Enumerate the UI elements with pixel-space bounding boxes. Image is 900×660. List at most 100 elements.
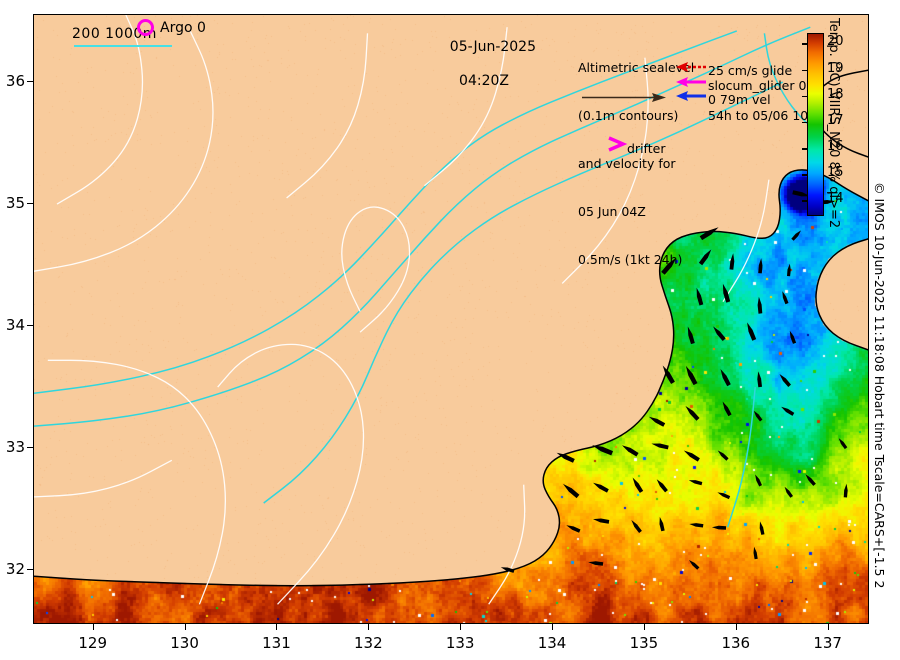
velocity-arrow <box>717 492 731 500</box>
velocity-arrow <box>722 283 731 303</box>
y-tickmark <box>27 81 33 83</box>
x-tickmark <box>460 624 462 630</box>
bathymetry-1000m-line <box>106 45 172 47</box>
y-tickmark <box>27 203 33 205</box>
altimetry-line-5: 0.5m/s (1kt 24h) <box>578 252 683 267</box>
velocity-arrow <box>699 227 719 241</box>
velocity-arrow <box>500 567 515 573</box>
glider-legend-label: 54h to 05/06 10Z <box>708 108 817 123</box>
datetime-time: 04:20Z <box>459 73 509 90</box>
altimetry-contour <box>341 206 411 333</box>
y-tick-label: 33 <box>5 438 25 457</box>
y-tick-label: 35 <box>5 194 25 213</box>
altimetry-contour <box>217 343 365 605</box>
altimetry-contour <box>34 459 173 498</box>
x-tickmark <box>184 624 186 630</box>
velocity-arrow <box>685 365 698 386</box>
colorbar-tick-label: 15 <box>827 165 844 181</box>
velocity-arrow <box>563 483 580 499</box>
legend-arrow-icon <box>676 62 706 72</box>
velocity-arrow <box>747 322 757 341</box>
drifter-icon <box>608 136 628 152</box>
y-tickmark <box>27 569 33 571</box>
velocity-arrow <box>843 483 848 498</box>
altimetry-contour <box>56 15 144 205</box>
y-tickmark <box>27 325 33 327</box>
velocity-arrow <box>588 561 604 566</box>
bathymetry-contour <box>263 81 784 504</box>
legend-arrow-icon <box>676 91 706 101</box>
velocity-arrow <box>566 525 581 533</box>
bathymetry-contour <box>34 30 738 394</box>
velocity-arrow <box>781 406 795 416</box>
colorbar-title: Temp. (°C) VIIRS_N20 8% ql>=2 <box>826 18 841 229</box>
altimetry-contour <box>423 27 508 187</box>
velocity-arrow <box>757 296 763 314</box>
velocity-arrow <box>698 249 712 266</box>
x-tick-label: 129 <box>78 634 108 652</box>
colorbar-tickmark <box>802 69 807 72</box>
bathymetry-contour <box>726 387 756 528</box>
velocity-arrow <box>687 326 695 345</box>
y-tickmark <box>27 447 33 449</box>
coastline-path <box>34 169 868 587</box>
colorbar-tickmark <box>802 95 807 98</box>
colorbar-tick-label: 16 <box>827 139 844 155</box>
drifter-label: drifter <box>627 141 666 156</box>
velocity-arrow <box>661 257 677 275</box>
velocity-arrow <box>689 523 704 528</box>
bathymetry-200m-line <box>74 45 106 47</box>
velocity-arrow <box>711 525 727 530</box>
velocity-arrow <box>784 486 793 498</box>
altimetry-contour <box>47 359 227 605</box>
x-tickmark <box>368 624 370 630</box>
velocity-arrow <box>656 479 668 493</box>
velocity-arrow <box>722 401 732 417</box>
colorbar-tickmark <box>802 148 807 150</box>
velocity-arrow <box>685 406 700 421</box>
altimetry-line-1: Altimetric sealevel <box>578 60 695 75</box>
x-tickmark <box>827 624 829 630</box>
velocity-arrow <box>632 477 644 493</box>
velocity-arrow <box>631 520 642 533</box>
velocity-arrow <box>592 445 613 456</box>
velocity-arrow <box>688 480 703 486</box>
altimetry-reference-arrow-icon <box>582 93 666 102</box>
colorbar-tick-label: 19 <box>827 60 844 76</box>
colorbar-tickmark <box>802 174 807 176</box>
altimetry-contour <box>488 484 526 605</box>
x-tick-label: 130 <box>170 634 199 652</box>
colorbar-tick-label: 20 <box>827 34 844 50</box>
velocity-arrow <box>787 263 791 277</box>
altimetry-contour <box>561 57 649 284</box>
altimetry-legend: Altimetric sealevel (0.1m contours) and … <box>578 28 694 300</box>
velocity-arrow <box>717 450 729 461</box>
colorbar-tickmark <box>802 43 807 45</box>
colorbar-tick-label: 17 <box>827 112 844 128</box>
velocity-arrow <box>713 326 726 341</box>
argo-float-icon <box>137 19 154 36</box>
velocity-arrow <box>662 365 675 384</box>
velocity-arrow <box>782 291 789 305</box>
argo-label: Argo 0 <box>160 20 206 36</box>
velocity-arrow <box>753 410 763 422</box>
colorbar-tickmark <box>802 121 807 124</box>
x-tickmark <box>735 624 737 630</box>
map-plot-area[interactable] <box>33 14 869 624</box>
velocity-arrow <box>805 474 816 486</box>
altimetry-line-4: 05 Jun 04Z <box>578 204 646 219</box>
datetime-date: 05-Jun-2025 <box>449 39 536 56</box>
colorbar-tick-label: 18 <box>827 86 844 102</box>
altimetry-contour <box>286 33 369 199</box>
velocity-arrow <box>648 416 666 427</box>
altimetry-contour <box>722 179 770 303</box>
x-tick-label: 135 <box>629 634 659 652</box>
temperature-colorbar <box>807 33 824 216</box>
velocity-arrow <box>593 518 610 524</box>
velocity-arrow <box>683 450 700 462</box>
altimetry-contour <box>34 30 214 272</box>
velocity-arrow <box>758 258 763 274</box>
x-tick-label: 131 <box>262 634 291 652</box>
velocity-arrow <box>791 230 801 241</box>
velocity-arrow <box>593 482 609 493</box>
